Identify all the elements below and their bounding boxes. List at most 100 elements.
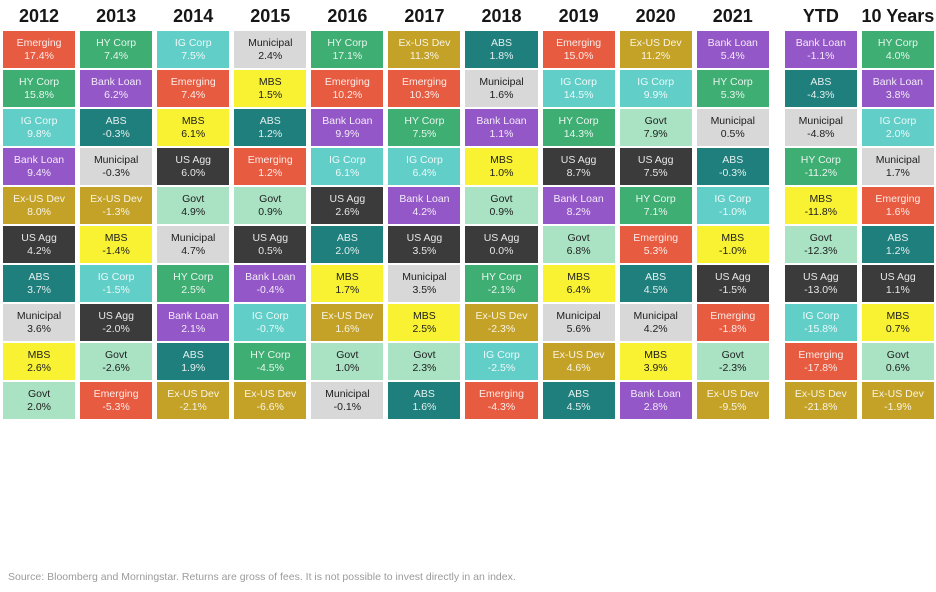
return-cell-ex-us-dev: Ex-US Dev 11.3% bbox=[388, 31, 461, 68]
return-value: 15.8% bbox=[24, 88, 54, 101]
asset-label: US Agg bbox=[175, 153, 211, 166]
asset-label: Bank Loan bbox=[630, 387, 681, 400]
asset-label: Govt bbox=[259, 192, 282, 205]
asset-label: Emerging bbox=[798, 348, 844, 361]
return-cell-hy-corp: HY Corp 2.5% bbox=[157, 265, 230, 302]
return-cell-ex-us-dev: Ex-US Dev -21.8% bbox=[784, 382, 857, 419]
asset-label: Govt bbox=[721, 348, 744, 361]
return-cell-ex-us-dev: Ex-US Dev -2.3% bbox=[465, 304, 538, 341]
return-value: -0.3% bbox=[102, 166, 130, 179]
return-value: 0.0% bbox=[489, 244, 514, 257]
asset-label: Municipal bbox=[875, 153, 921, 166]
return-value: -2.6% bbox=[102, 361, 130, 374]
asset-label: Emerging bbox=[633, 231, 679, 244]
return-value: -1.0% bbox=[719, 244, 747, 257]
return-value: 2.4% bbox=[258, 49, 283, 62]
return-cell-bank-loan: Bank Loan 3.8% bbox=[861, 70, 934, 107]
return-cell-us-agg: US Agg 3.5% bbox=[388, 226, 461, 263]
return-value: -1.4% bbox=[102, 244, 130, 257]
return-value: -2.1% bbox=[487, 283, 516, 296]
return-value: 3.5% bbox=[412, 283, 437, 296]
return-cell-bank-loan: Bank Loan 4.2% bbox=[388, 187, 461, 224]
return-value: -11.8% bbox=[804, 205, 838, 218]
return-value: -15.8% bbox=[804, 322, 838, 335]
asset-label: Bank Loan bbox=[476, 114, 527, 127]
return-cell-municipal: Municipal -0.3% bbox=[80, 148, 153, 185]
asset-label: Ex-US Dev bbox=[794, 387, 847, 400]
return-cell-us-agg: US Agg 0.0% bbox=[465, 226, 538, 263]
column-2019: 2019 Emerging 15.0% IG Corp 14.5% HY Corp 14.3… bbox=[542, 4, 615, 419]
asset-label: Bank Loan bbox=[872, 75, 923, 88]
return-value: -1.0% bbox=[719, 205, 747, 218]
asset-label: ABS bbox=[491, 36, 513, 49]
return-cell-municipal: Municipal 3.6% bbox=[3, 304, 76, 341]
return-value: 9.9% bbox=[643, 88, 668, 101]
return-value: 6.1% bbox=[335, 166, 360, 179]
asset-label: Municipal bbox=[556, 309, 601, 322]
asset-label: Bank Loan bbox=[168, 309, 219, 322]
return-value: 4.5% bbox=[566, 400, 591, 413]
column-header: 2016 bbox=[327, 6, 368, 26]
asset-label: ABS bbox=[259, 114, 281, 127]
return-value: -4.5% bbox=[256, 361, 284, 374]
return-value: 0.6% bbox=[885, 361, 910, 374]
column-header: 2012 bbox=[19, 6, 60, 26]
asset-label: Govt bbox=[490, 192, 513, 205]
return-cell-ig-corp: IG Corp -1.0% bbox=[696, 187, 769, 224]
return-value: -1.5% bbox=[719, 283, 747, 296]
asset-label: HY Corp bbox=[404, 114, 445, 127]
return-cell-abs: ABS 2.0% bbox=[311, 226, 384, 263]
return-cell-emerging: Emerging -17.8% bbox=[784, 343, 857, 380]
asset-label: Ex-US Dev bbox=[871, 387, 924, 400]
return-value: 3.9% bbox=[643, 361, 668, 374]
asset-label: IG Corp bbox=[97, 270, 135, 283]
return-cell-bank-loan: Bank Loan 1.1% bbox=[465, 109, 538, 146]
source-note: Source: Bloomberg and Morningstar. Retur… bbox=[8, 571, 516, 583]
return-cell-ig-corp: IG Corp 7.5% bbox=[157, 31, 230, 68]
return-value: 0.5% bbox=[720, 127, 745, 140]
asset-label: US Agg bbox=[406, 231, 443, 244]
asset-label: US Agg bbox=[21, 231, 57, 244]
return-value: 8.2% bbox=[566, 205, 591, 218]
asset-label: Emerging bbox=[479, 387, 524, 400]
return-cell-ex-us-dev: Ex-US Dev 1.6% bbox=[311, 304, 384, 341]
return-value: 4.0% bbox=[885, 49, 910, 62]
return-cell-mbs: MBS 1.7% bbox=[311, 265, 384, 302]
return-value: 14.3% bbox=[563, 127, 594, 140]
return-value: -17.8% bbox=[804, 361, 838, 374]
column-header: 2019 bbox=[558, 6, 599, 26]
asset-label: Municipal bbox=[93, 153, 139, 166]
column-header: 2021 bbox=[712, 6, 753, 26]
return-value: -0.4% bbox=[256, 283, 284, 296]
return-cell-us-agg: US Agg -1.5% bbox=[696, 265, 769, 302]
return-value: -1.9% bbox=[884, 400, 912, 413]
return-value: 2.0% bbox=[885, 127, 910, 140]
asset-label: Bank Loan bbox=[707, 36, 758, 49]
asset-label: US Agg bbox=[252, 231, 289, 244]
return-cell-mbs: MBS -11.8% bbox=[784, 187, 857, 224]
return-cell-ig-corp: IG Corp 9.9% bbox=[619, 70, 692, 107]
return-value: -1.3% bbox=[102, 205, 130, 218]
asset-label: Ex-US Dev bbox=[475, 309, 528, 322]
return-cell-municipal: Municipal 4.7% bbox=[157, 226, 230, 263]
return-value: -21.8% bbox=[804, 400, 838, 413]
return-value: 17.4% bbox=[24, 49, 54, 62]
return-value: -0.1% bbox=[333, 400, 362, 413]
asset-label: MBS bbox=[809, 192, 833, 205]
return-value: 1.6% bbox=[412, 400, 437, 413]
return-value: 9.4% bbox=[27, 166, 51, 179]
return-value: 11.2% bbox=[641, 49, 671, 62]
return-value: 1.6% bbox=[489, 88, 514, 101]
return-cell-ig-corp: IG Corp -2.5% bbox=[465, 343, 538, 380]
asset-label: IG Corp bbox=[406, 153, 443, 166]
return-value: -0.3% bbox=[719, 166, 747, 179]
asset-label: Municipal bbox=[171, 231, 216, 244]
asset-label: Bank Loan bbox=[322, 114, 373, 127]
return-value: 4.5% bbox=[643, 283, 668, 296]
return-value: 7.9% bbox=[643, 127, 668, 140]
return-cell-ex-us-dev: Ex-US Dev -1.9% bbox=[861, 382, 934, 419]
return-cell-emerging: Emerging 7.4% bbox=[157, 70, 230, 107]
return-cell-ex-us-dev: Ex-US Dev -1.3% bbox=[80, 187, 153, 224]
asset-label: HY Corp bbox=[635, 192, 676, 205]
